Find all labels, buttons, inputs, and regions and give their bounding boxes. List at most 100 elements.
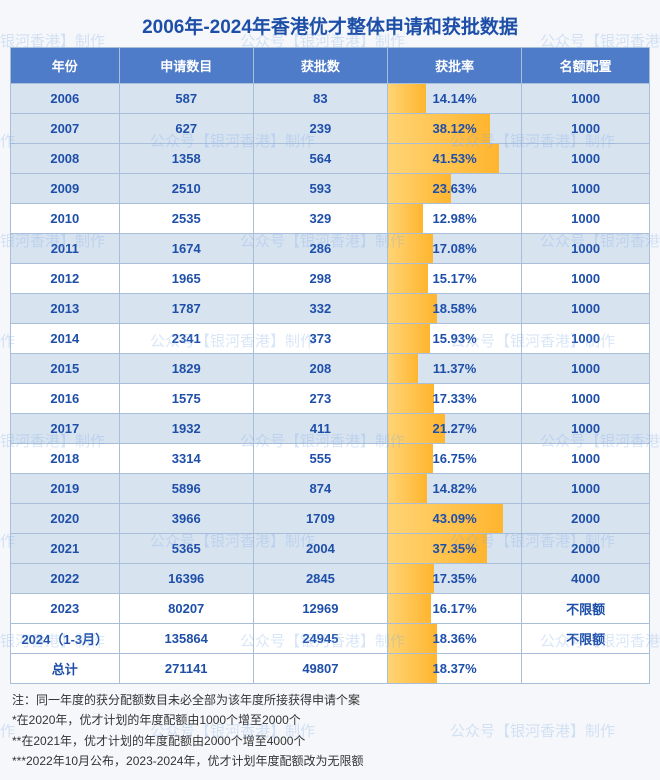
- col-year: 年份: [11, 48, 120, 84]
- cell-year: 2021: [11, 534, 120, 564]
- rate-text: 17.08%: [388, 234, 521, 263]
- cell-quota: 2000: [522, 534, 650, 564]
- note-line: ***2022年10月公布，2023-2024年，优才计划年度配额改为无限额: [12, 751, 648, 771]
- table-row: 2008135856441.53%1000: [11, 144, 650, 174]
- rate-text: 16.17%: [388, 594, 521, 623]
- cell-approve: 593: [253, 174, 387, 204]
- col-apply: 申请数目: [119, 48, 253, 84]
- cell-rate: 17.08%: [388, 234, 522, 264]
- table-row: 20215365200437.35%2000: [11, 534, 650, 564]
- rate-text: 21.27%: [388, 414, 521, 443]
- table-row: 200762723938.12%1000: [11, 114, 650, 144]
- cell-year: 2014: [11, 324, 120, 354]
- rate-text: 18.58%: [388, 294, 521, 323]
- cell-approve: 332: [253, 294, 387, 324]
- note-line: *在2020年，优才计划的年度配额由1000个增至2000个: [12, 710, 648, 730]
- cell-quota: 1000: [522, 204, 650, 234]
- cell-quota: 不限额: [522, 624, 650, 654]
- cell-quota: 1000: [522, 234, 650, 264]
- cell-approve: 874: [253, 474, 387, 504]
- table-row: 2009251059323.63%1000: [11, 174, 650, 204]
- cell-year: 2011: [11, 234, 120, 264]
- cell-quota: 1000: [522, 264, 650, 294]
- rate-text: 18.36%: [388, 624, 521, 653]
- table-row: 2015182920811.37%1000: [11, 354, 650, 384]
- rate-text: 37.35%: [388, 534, 521, 563]
- cell-rate: 15.17%: [388, 264, 522, 294]
- cell-year: 2022: [11, 564, 120, 594]
- cell-rate: 21.27%: [388, 414, 522, 444]
- cell-approve: 12969: [253, 594, 387, 624]
- table-body: 20065878314.14%1000200762723938.12%10002…: [11, 84, 650, 684]
- table-row: 202216396284517.35%4000: [11, 564, 650, 594]
- cell-apply: 627: [119, 114, 253, 144]
- cell-rate: 37.35%: [388, 534, 522, 564]
- rate-text: 15.17%: [388, 264, 521, 293]
- cell-year: 总计: [11, 654, 120, 684]
- note-line: **在2021年，优才计划的年度配额由2000个增至4000个: [12, 731, 648, 751]
- cell-apply: 271141: [119, 654, 253, 684]
- cell-rate: 17.35%: [388, 564, 522, 594]
- cell-quota: 不限额: [522, 594, 650, 624]
- table-row: 2013178733218.58%1000: [11, 294, 650, 324]
- cell-year: 2015: [11, 354, 120, 384]
- cell-quota: [522, 654, 650, 684]
- notes-block: 注：同一年度的获分配额数目未必全部为该年度所接获得申请个案*在2020年，优才计…: [10, 684, 650, 772]
- cell-approve: 411: [253, 414, 387, 444]
- cell-approve: 298: [253, 264, 387, 294]
- cell-year: 2008: [11, 144, 120, 174]
- data-table: 年份 申请数目 获批数 获批率 名额配置 20065878314.14%1000…: [10, 47, 650, 684]
- cell-rate: 11.37%: [388, 354, 522, 384]
- cell-rate: 16.17%: [388, 594, 522, 624]
- rate-text: 41.53%: [388, 144, 521, 173]
- table-row: 总计2711414980718.37%: [11, 654, 650, 684]
- rate-text: 43.09%: [388, 504, 521, 533]
- cell-year: 2009: [11, 174, 120, 204]
- cell-quota: 1000: [522, 324, 650, 354]
- table-row: 2019589687414.82%1000: [11, 474, 650, 504]
- rate-text: 14.82%: [388, 474, 521, 503]
- cell-rate: 43.09%: [388, 504, 522, 534]
- cell-approve: 286: [253, 234, 387, 264]
- cell-quota: 1000: [522, 354, 650, 384]
- rate-text: 17.33%: [388, 384, 521, 413]
- cell-rate: 17.33%: [388, 384, 522, 414]
- cell-apply: 3966: [119, 504, 253, 534]
- rate-text: 17.35%: [388, 564, 521, 593]
- cell-rate: 38.12%: [388, 114, 522, 144]
- cell-quota: 2000: [522, 504, 650, 534]
- cell-year: 2020: [11, 504, 120, 534]
- cell-rate: 18.37%: [388, 654, 522, 684]
- cell-apply: 80207: [119, 594, 253, 624]
- cell-approve: 329: [253, 204, 387, 234]
- table-row: 2017193241121.27%1000: [11, 414, 650, 444]
- cell-apply: 16396: [119, 564, 253, 594]
- cell-quota: 1000: [522, 474, 650, 504]
- cell-approve: 24945: [253, 624, 387, 654]
- cell-quota: 1000: [522, 414, 650, 444]
- cell-apply: 5365: [119, 534, 253, 564]
- cell-apply: 1787: [119, 294, 253, 324]
- rate-text: 11.37%: [388, 354, 521, 383]
- cell-apply: 2535: [119, 204, 253, 234]
- cell-apply: 5896: [119, 474, 253, 504]
- cell-rate: 18.36%: [388, 624, 522, 654]
- cell-approve: 564: [253, 144, 387, 174]
- header-row: 年份 申请数目 获批数 获批率 名额配置: [11, 48, 650, 84]
- table-container: 2006年-2024年香港优才整体申请和获批数据 年份 申请数目 获批数 获批率…: [0, 0, 660, 780]
- cell-quota: 1000: [522, 294, 650, 324]
- cell-rate: 14.14%: [388, 84, 522, 114]
- cell-year: 2018: [11, 444, 120, 474]
- cell-approve: 2004: [253, 534, 387, 564]
- rate-text: 23.63%: [388, 174, 521, 203]
- cell-apply: 2510: [119, 174, 253, 204]
- cell-quota: 1000: [522, 144, 650, 174]
- col-rate: 获批率: [388, 48, 522, 84]
- table-row: 2011167428617.08%1000: [11, 234, 650, 264]
- note-line: 注：同一年度的获分配额数目未必全部为该年度所接获得申请个案: [12, 690, 648, 710]
- table-row: 2024（1-3月）1358642494518.36%不限额: [11, 624, 650, 654]
- cell-approve: 1709: [253, 504, 387, 534]
- cell-quota: 4000: [522, 564, 650, 594]
- cell-year: 2024（1-3月）: [11, 624, 120, 654]
- cell-year: 2010: [11, 204, 120, 234]
